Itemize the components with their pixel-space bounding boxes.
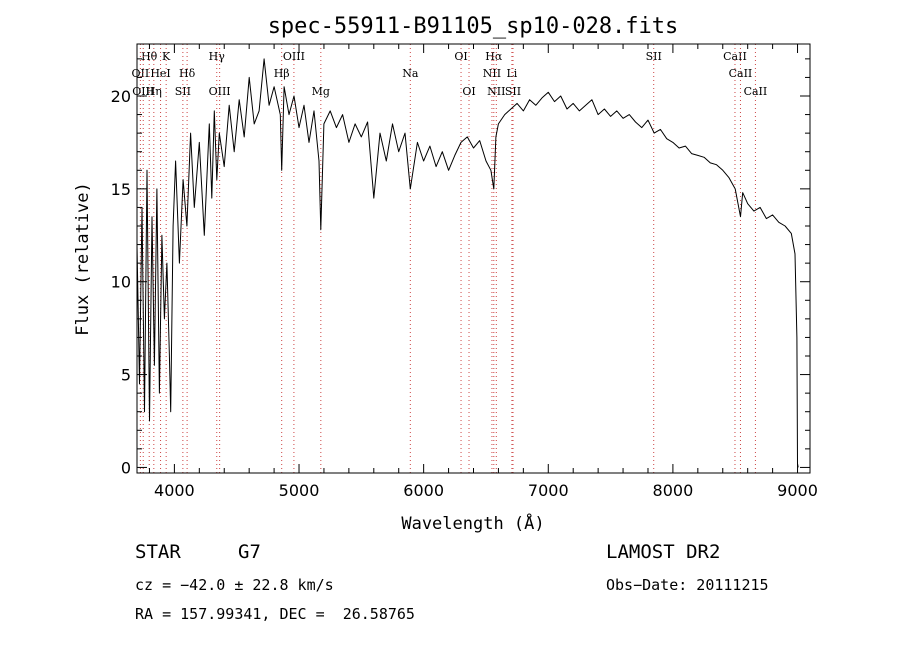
line-label-9: HeI [150,67,170,80]
x-tick-label-2: 6000 [403,481,444,500]
spectral-subclass: G7 [238,541,261,563]
x-axis-label: Wavelength (Å) [401,512,544,534]
line-label-14: Li [506,67,517,80]
object-type: STAR [135,541,181,563]
line-label-1: K [162,50,171,63]
line-label-5: Hα [485,50,503,63]
line-label-13: NII [483,67,501,80]
line-label-19: OIII [209,85,231,98]
survey-name: LAMOST DR2 [606,541,721,563]
line-label-15: CaII [729,67,753,80]
coordinates: RA = 157.99341, DEC = 26.58765 [135,605,415,623]
x-tick-label-0: 4000 [154,481,195,500]
line-label-17: Hη [146,85,162,98]
line-label-24: CaII [744,85,768,98]
y-tick-label-1: 5 [121,366,131,385]
spectrum-line [136,58,799,468]
line-label-16: OIII [132,85,154,98]
line-label-3: OIII [283,50,305,63]
line-label-23: SII [505,85,521,98]
x-axis-ticks: 4000 5000 6000 7000 8000 9000 [148,44,818,500]
line-label-8: OII [132,67,150,80]
x-tick-label-4: 8000 [653,481,694,500]
y-tick-label-0: 0 [121,458,131,477]
x-tick-label-3: 7000 [528,481,569,500]
redshift-velocity: cz = −42.0 ± 22.8 km/s [135,576,334,594]
line-label-20: Mg [312,85,330,98]
line-label-2: Hγ [209,50,226,63]
y-axis-label: Flux (relative) [73,182,93,336]
line-label-11: Hβ [274,67,290,80]
y-tick-label-3: 15 [111,180,131,199]
line-label-6: SII [646,50,662,63]
y-tick-label-2: 10 [111,273,131,292]
line-label-0: Hθ [141,50,158,63]
spectrum-series [136,58,799,468]
line-label-21: OI [462,85,475,98]
line-label-7: CaII [723,50,747,63]
x-tick-label-5: 9000 [777,481,818,500]
line-label-22: NII [487,85,505,98]
line-label-4: OI [454,50,467,63]
line-label-10: Hδ [179,67,196,80]
x-tick-label-1: 5000 [279,481,320,500]
line-label-12: Na [402,67,419,80]
line-label-18: SII [175,85,191,98]
y-axis-ticks: 0 5 10 15 20 [111,58,810,477]
chart-title: spec-55911-B91105_sp10-028.fits [268,14,679,39]
y-tick-label-4: 20 [111,87,131,106]
observation-date: Obs−Date: 20111215 [606,576,769,594]
